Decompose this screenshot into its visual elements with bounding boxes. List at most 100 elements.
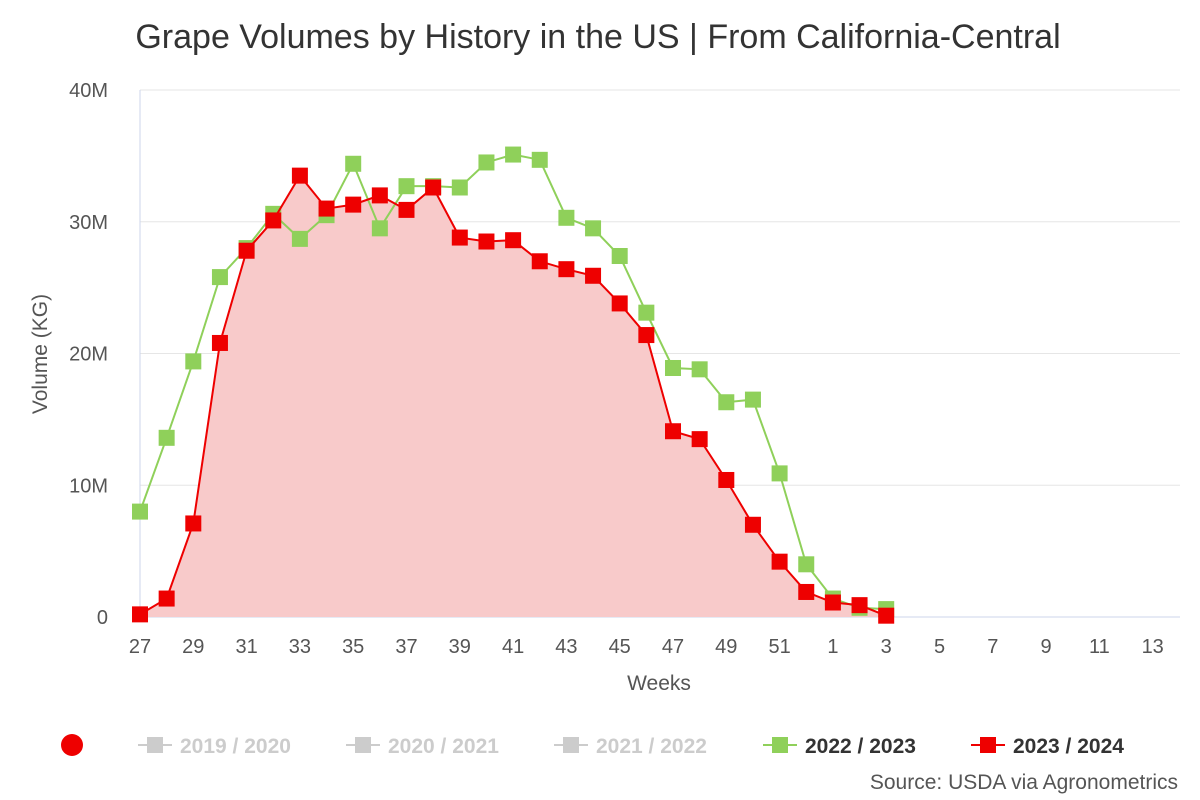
legend-label: 2023 / 2024 (1013, 735, 1124, 758)
data-point (665, 423, 681, 440)
data-point (638, 304, 655, 321)
data-point (398, 178, 415, 195)
x-tick-label: 33 (289, 636, 311, 658)
legend: 2019 / 2020 2020 / 2021 2021 / 2022 2022 / … (61, 734, 1124, 758)
y-tick-label: 0 (97, 607, 108, 629)
y-tick-label: 40M (69, 80, 108, 102)
data-point (558, 209, 575, 226)
data-point (478, 154, 495, 171)
y-tick-label: 20M (69, 344, 108, 366)
y-axis-ticks: 0 10M 20M 30M 40M (69, 80, 108, 629)
x-tick-label: 45 (609, 636, 631, 658)
data-point (665, 359, 681, 376)
data-point (531, 151, 548, 168)
legend-label: 2019 / 2020 (180, 735, 291, 758)
data-point (451, 229, 468, 246)
data-point (132, 606, 148, 623)
data-point (185, 515, 202, 532)
x-tick-label: 3 (881, 636, 892, 658)
legend-symbol (772, 737, 788, 753)
data-point (744, 516, 761, 533)
legend-label: 2022 / 2023 (805, 735, 916, 758)
legend-item[interactable]: 2023 / 2024 (971, 735, 1124, 758)
x-tick-label: 41 (502, 636, 524, 658)
data-point (345, 196, 362, 213)
data-point (505, 146, 522, 163)
x-axis-title: Weeks (627, 672, 691, 695)
data-point (638, 327, 655, 344)
data-point (291, 230, 308, 247)
data-point (798, 583, 815, 600)
data-point (851, 597, 868, 614)
data-point (371, 187, 388, 204)
y-axis-title: Volume (KG) (29, 294, 52, 414)
data-point (345, 155, 362, 172)
data-point (158, 429, 175, 446)
x-tick-label: 39 (449, 636, 471, 658)
legend-item[interactable]: 2019 / 2020 (138, 735, 291, 758)
data-point (185, 353, 202, 370)
data-point (238, 242, 255, 259)
data-point (211, 334, 228, 351)
legend-label: 2021 / 2022 (596, 735, 707, 758)
plot-area (132, 146, 895, 624)
data-point (265, 212, 282, 229)
legend-item[interactable]: 2020 / 2021 (346, 735, 499, 758)
x-axis-ticks: 27 29 31 33 35 37 39 41 43 45 47 49 51 1 3 5 7 9 11 13 (129, 636, 1164, 658)
data-point (744, 391, 761, 408)
x-tick-label: 9 (1041, 636, 1052, 658)
x-tick-label: 11 (1089, 636, 1110, 658)
data-point (611, 248, 628, 265)
data-point (478, 233, 495, 250)
series-area (140, 175, 887, 617)
legend-symbol (980, 737, 996, 753)
data-point (718, 394, 735, 411)
x-tick-label: 13 (1142, 636, 1164, 658)
data-point (798, 556, 815, 573)
legend-symbol (147, 737, 163, 753)
legend-item[interactable]: 2021 / 2022 (554, 735, 707, 758)
legend-symbol (355, 737, 371, 753)
x-tick-label: 35 (342, 636, 364, 658)
data-point (211, 269, 228, 286)
x-tick-label: 7 (987, 636, 998, 658)
data-point (691, 431, 708, 448)
data-point (585, 220, 602, 237)
source-credit: Source: USDA via Agronometrics (870, 771, 1178, 794)
legend-marker-dot (61, 734, 83, 756)
x-tick-label: 51 (768, 636, 790, 658)
x-tick-label: 43 (555, 636, 577, 658)
data-point (771, 553, 788, 570)
legend-symbol (563, 737, 579, 753)
data-point (585, 267, 602, 284)
y-tick-label: 10M (69, 475, 108, 497)
x-tick-label: 27 (129, 636, 151, 658)
y-tick-label: 30M (69, 212, 108, 234)
x-tick-label: 47 (662, 636, 684, 658)
data-point (451, 179, 468, 196)
chart-title: Grape Volumes by History in the US | Fro… (135, 18, 1060, 56)
data-point (771, 465, 788, 482)
x-tick-label: 29 (182, 636, 204, 658)
data-point (878, 607, 895, 624)
data-point (132, 503, 148, 520)
data-point (718, 471, 735, 488)
data-point (425, 179, 442, 196)
data-point (558, 261, 575, 278)
x-tick-label: 37 (395, 636, 417, 658)
data-point (691, 361, 708, 378)
x-tick-label: 31 (235, 636, 257, 658)
x-tick-label: 5 (934, 636, 945, 658)
legend-label: 2020 / 2021 (388, 735, 499, 758)
data-point (505, 232, 522, 249)
legend-item[interactable]: 2022 / 2023 (763, 735, 916, 758)
data-point (824, 594, 841, 611)
data-point (318, 200, 335, 217)
data-point (371, 220, 388, 237)
x-tick-label: 49 (715, 636, 737, 658)
data-point (291, 167, 308, 184)
data-point (158, 590, 175, 607)
data-point (531, 253, 548, 270)
data-point (611, 295, 628, 312)
